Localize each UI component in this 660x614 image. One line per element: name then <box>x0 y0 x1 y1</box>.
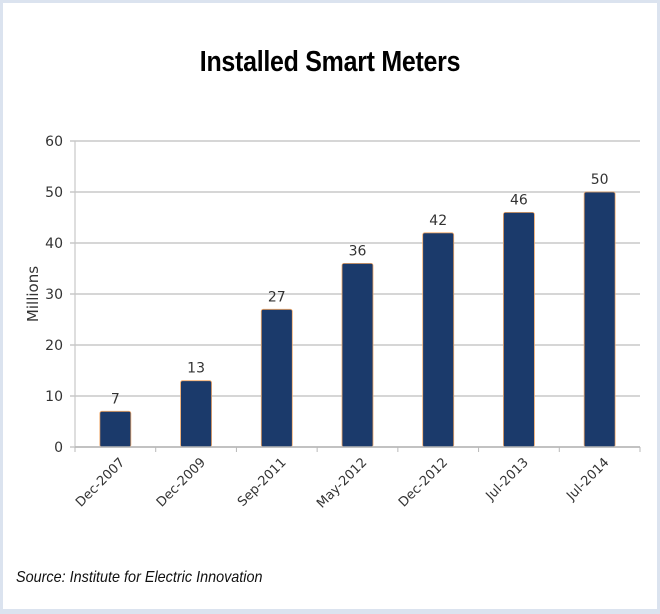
bar <box>503 211 535 448</box>
y-tick-label: 40 <box>45 236 63 252</box>
data-label: 36 <box>349 243 367 259</box>
bar <box>583 191 616 448</box>
x-tick-label: May-2012 <box>314 455 370 511</box>
data-label: 27 <box>268 289 286 305</box>
bar <box>341 262 374 448</box>
chart-title: Installed Smart Meters <box>199 46 461 78</box>
bar <box>99 410 132 448</box>
bar <box>180 380 212 448</box>
source-note: Source: Institute for Electric Innovatio… <box>16 569 263 586</box>
bar <box>260 308 293 448</box>
bar <box>422 232 455 448</box>
y-tick-label: 0 <box>54 440 63 456</box>
y-tick-label: 30 <box>45 287 63 303</box>
data-label: 50 <box>591 172 609 188</box>
y-tick-label: 20 <box>45 338 63 354</box>
data-label: 42 <box>429 213 447 229</box>
bars <box>99 191 616 448</box>
x-axis: Dec-2007 Dec-2009 Sep-2011 May-2012 Dec-2012… <box>73 446 641 511</box>
x-tick-label: Jul-2014 <box>563 455 612 504</box>
data-label: 7 <box>111 391 120 407</box>
y-axis: 0 10 20 30 40 50 60 <box>45 134 76 456</box>
data-label: 46 <box>510 192 528 208</box>
x-tick-label: Dec-2007 <box>73 455 128 510</box>
y-tick-label: 60 <box>45 134 63 150</box>
y-axis-label: Millions <box>24 266 42 322</box>
y-tick-label: 10 <box>45 389 63 405</box>
x-tick-label: Jul-2013 <box>483 455 532 504</box>
data-label: 13 <box>187 361 205 377</box>
y-tick-label: 50 <box>45 185 63 201</box>
x-tick-label: Sep-2011 <box>235 455 290 510</box>
x-tick-label: Dec-2012 <box>396 455 451 510</box>
data-labels: 7 13 27 36 42 46 50 <box>111 172 609 407</box>
x-tick-label: Dec-2009 <box>154 455 209 510</box>
chart-panel <box>3 3 657 609</box>
